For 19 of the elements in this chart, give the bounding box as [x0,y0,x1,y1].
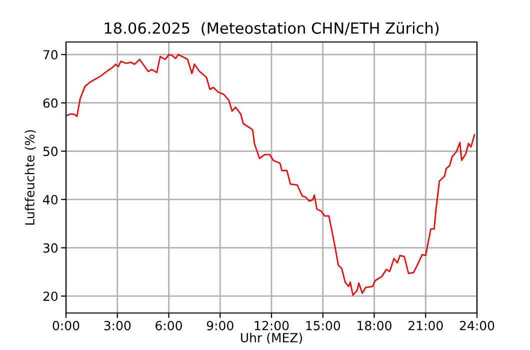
x-axis-title: Uhr (MEZ) [240,332,302,344]
y-tick-label: 70 [43,50,58,60]
y-tick-label: 20 [43,292,58,302]
x-tick-label: 15:00 [306,320,340,330]
y-tick-label: 50 [43,146,58,156]
x-tick-label: 6:00 [156,320,182,330]
x-tick-label: 3:00 [104,320,131,330]
x-tick-label: 24:00 [460,320,494,330]
x-tick-label: 18:00 [358,320,392,330]
y-tick-label: 40 [43,194,58,204]
x-tick-label: 21:00 [408,320,443,330]
chart-title: 18.06.2025 (Meteostation CHN/ETH Zürich) [104,22,439,36]
x-tick-label: 12:00 [254,320,289,330]
y-tick-label: 30 [43,243,58,253]
line-series [66,54,476,296]
x-tick-label: 9:00 [206,320,234,330]
y-axis-title: Luftfeuchte (%) [24,130,36,225]
y-tick-label: 60 [43,98,58,108]
x-tick-label: 0:00 [52,320,80,330]
